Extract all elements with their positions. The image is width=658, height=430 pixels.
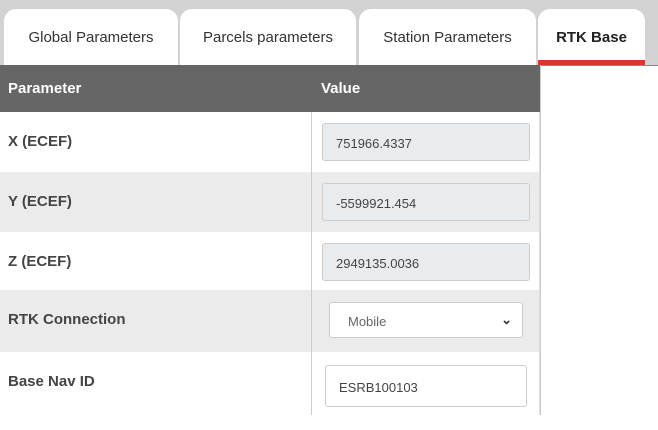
tab-rtk-base[interactable]: RTK Base bbox=[538, 9, 645, 65]
table-row: Y (ECEF) -5599921.454 bbox=[0, 172, 540, 232]
table-header: Parameter Value bbox=[0, 65, 540, 112]
tab-global-parameters[interactable]: Global Parameters bbox=[4, 9, 178, 65]
header-value: Value bbox=[321, 80, 361, 97]
table-row: Base Nav ID ESRB100103 bbox=[0, 352, 540, 415]
tab-station-parameters[interactable]: Station Parameters bbox=[359, 9, 536, 65]
z-ecef-field[interactable]: 2949135.0036 bbox=[322, 243, 530, 281]
table-row: X (ECEF) 751966.4337 bbox=[0, 112, 540, 172]
row-label: Z (ECEF) bbox=[8, 253, 72, 270]
row-label: Base Nav ID bbox=[8, 373, 95, 390]
x-ecef-field[interactable]: 751966.4337 bbox=[322, 123, 530, 161]
table-row: RTK Connection Mobile ⌄ bbox=[0, 290, 540, 352]
tab-bar: Global Parameters Parcels parameters Sta… bbox=[0, 0, 658, 66]
table-row: Z (ECEF) 2949135.0036 bbox=[0, 232, 540, 290]
rtk-connection-select[interactable]: Mobile ⌄ bbox=[329, 302, 523, 338]
y-ecef-field[interactable]: -5599921.454 bbox=[322, 183, 530, 221]
row-label: RTK Connection bbox=[8, 311, 126, 328]
base-nav-id-field[interactable]: ESRB100103 bbox=[325, 365, 527, 407]
header-parameter: Parameter bbox=[8, 80, 82, 97]
chevron-down-icon: ⌄ bbox=[501, 312, 512, 327]
select-value: Mobile bbox=[348, 314, 387, 329]
parameters-table: Parameter Value X (ECEF) 751966.4337 Y (… bbox=[0, 65, 541, 415]
tab-parcels-parameters[interactable]: Parcels parameters bbox=[180, 9, 356, 65]
row-label: X (ECEF) bbox=[8, 133, 73, 150]
row-label: Y (ECEF) bbox=[8, 193, 72, 210]
